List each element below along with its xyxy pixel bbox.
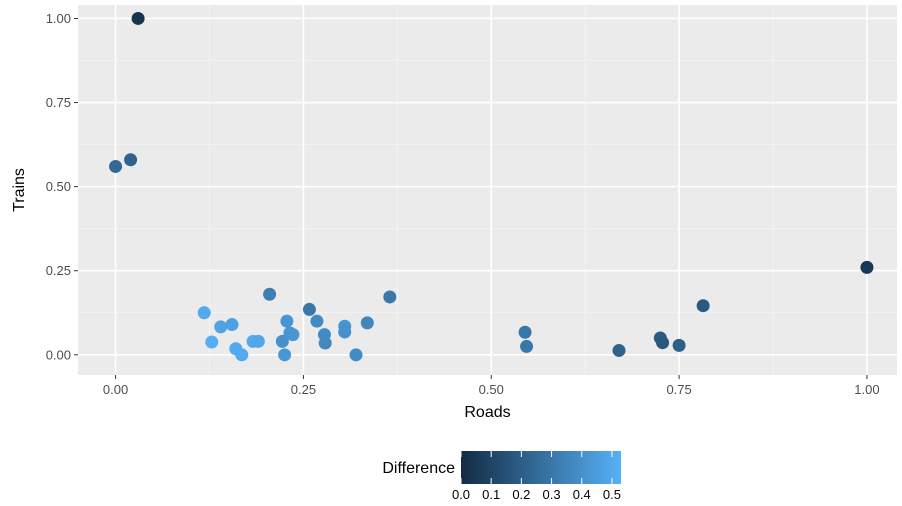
data-point xyxy=(205,335,219,349)
data-point xyxy=(612,343,626,357)
data-point xyxy=(338,325,352,339)
data-point xyxy=(214,320,228,334)
legend-tick-label: 0.1 xyxy=(482,487,500,502)
data-point xyxy=(263,287,277,301)
data-point xyxy=(349,348,363,362)
data-point xyxy=(278,348,292,362)
legend-colorbar xyxy=(461,451,621,484)
x-tick-label: 0.25 xyxy=(291,382,316,397)
data-point xyxy=(280,314,294,328)
plot-panel xyxy=(78,5,897,375)
legend-tick-label: 0.4 xyxy=(573,487,591,502)
data-point xyxy=(302,302,316,316)
major-gridlines xyxy=(78,5,897,375)
x-axis: 0.00 0.25 0.50 0.75 1.00 xyxy=(103,375,880,397)
x-axis-title: Roads xyxy=(464,404,510,421)
data-points xyxy=(109,11,874,362)
y-tick-label: 0.00 xyxy=(46,347,71,362)
y-axis-title: Trains xyxy=(11,168,28,212)
data-point xyxy=(383,290,397,304)
legend-tick-label: 0.5 xyxy=(603,487,621,502)
data-point xyxy=(197,306,211,320)
data-point xyxy=(131,11,145,25)
data-point xyxy=(656,336,670,350)
data-point xyxy=(124,153,138,167)
data-point xyxy=(109,159,123,173)
legend: Difference 0.0 0.1 0.2 0.3 0.4 0.5 xyxy=(382,451,621,502)
y-tick-label: 0.50 xyxy=(46,179,71,194)
data-point xyxy=(518,325,532,339)
data-point xyxy=(672,338,686,352)
minor-gridlines xyxy=(78,5,897,375)
y-tick-label: 1.00 xyxy=(46,11,71,26)
data-point xyxy=(520,339,534,353)
legend-ticks: 0.0 0.1 0.2 0.3 0.4 0.5 xyxy=(452,451,621,502)
data-point xyxy=(310,314,324,328)
x-tick-label: 0.50 xyxy=(479,382,504,397)
data-point xyxy=(225,318,239,332)
data-point xyxy=(318,336,332,350)
legend-tick-label: 0.3 xyxy=(543,487,561,502)
data-point xyxy=(235,348,249,362)
legend-tick-label: 0.0 xyxy=(452,487,470,502)
x-tick-label: 1.00 xyxy=(854,382,879,397)
data-point xyxy=(360,316,374,330)
data-point xyxy=(696,299,710,313)
y-axis: 0.00 0.25 0.50 0.75 1.00 xyxy=(46,11,78,362)
legend-title: Difference xyxy=(382,460,455,477)
x-tick-label: 0.00 xyxy=(103,382,128,397)
y-tick-label: 0.25 xyxy=(46,263,71,278)
y-tick-label: 0.75 xyxy=(46,95,71,110)
data-point xyxy=(275,334,289,348)
legend-tick-label: 0.2 xyxy=(512,487,530,502)
data-point xyxy=(251,334,265,348)
data-point xyxy=(860,260,874,274)
x-tick-label: 0.75 xyxy=(666,382,691,397)
data-point xyxy=(286,328,300,342)
